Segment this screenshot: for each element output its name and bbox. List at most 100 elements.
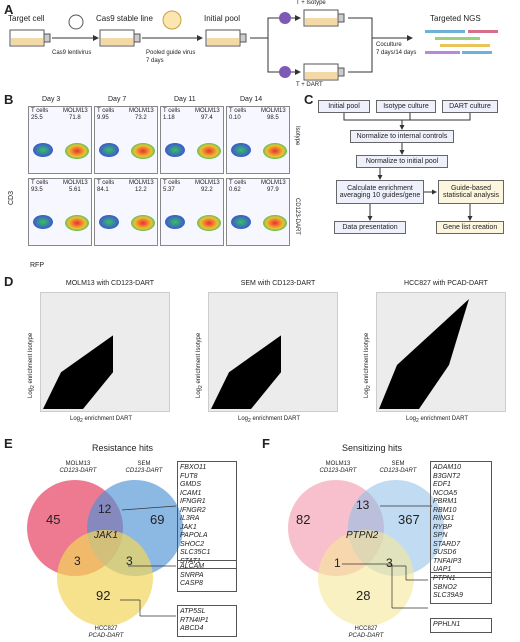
scatter-xlabel: Log2 enrichment DART (70, 416, 132, 424)
tcell-gate-label: T cells (163, 180, 181, 186)
day-header: Day 14 (240, 96, 263, 103)
tcell-gate-label: T cells (229, 180, 247, 186)
tumor-population (65, 215, 89, 231)
panel-c-label: C (304, 92, 314, 107)
calc-enrichment-box: Calculate enrichment averaging 10 guides… (336, 180, 424, 204)
facs-plot: T cells 93.5 MOLM13 5.61 (28, 178, 92, 246)
tumor-gate-value: 71.8 (69, 115, 81, 121)
xlabel-rest: enrichment DART (250, 416, 301, 422)
tumor-gate-value: 73.2 (135, 115, 147, 121)
gene-name: SPN (433, 532, 448, 539)
tcell-population (33, 215, 53, 229)
e-13: 3 (74, 554, 81, 568)
ylabel-part: Log (196, 387, 202, 398)
gene-name: SHOC2 (180, 540, 205, 548)
scatter-row: MOLM13 with CD123-DART Log2 enrichment Is… (0, 278, 520, 428)
tumor-gate-label: MOLM13 (129, 180, 154, 186)
row-label: Isotype (294, 126, 300, 146)
gene-name: PPHLN1 (433, 621, 461, 628)
t-iso-label: T + Isotype (296, 0, 326, 6)
e-genes-23-box: ALCAM SNRPA CASP8 (177, 560, 237, 592)
tcell-icon (279, 66, 291, 78)
stable-label: Cas9 stable line (96, 14, 153, 23)
ylabel-rest: enrichment Isotype (364, 332, 370, 386)
tumor-population (263, 215, 287, 231)
gene-name: ABCD4 (180, 625, 204, 632)
gene-name: IFNGR2 (180, 506, 206, 514)
e-set3-sub: PCAD-DART (88, 633, 124, 639)
gene-name: SNRPA (180, 571, 204, 579)
initial-pool-box: Initial pool (318, 100, 370, 113)
facs-grid: Day 3 Day 7 Day 11 Day 14 T cells 25.5 MOLM13 7… (28, 96, 300, 266)
tumor-gate-label: MOLM13 (195, 108, 220, 114)
e-all: JAK1 (94, 530, 118, 541)
tumor-gate-label: MOLM13 (261, 180, 286, 186)
gene-name: IL3RA (180, 515, 200, 522)
row-label: CD123-DART (294, 198, 300, 235)
f-23: 3 (386, 556, 393, 570)
f-13: 1 (334, 556, 341, 570)
gene-name: FUT8 (180, 472, 198, 480)
gene-name: GMDS (180, 481, 201, 488)
tumor-gate-value: 12.2 (135, 187, 147, 193)
panel-b-label: B (4, 92, 14, 107)
gene-name: RBM10 (433, 506, 457, 514)
f-all: PTPN2 (346, 530, 379, 541)
tumor-gate-value: 92.2 (201, 187, 213, 193)
gene-list-box: Gene list creation (436, 221, 504, 234)
coculture-label: Coculture (376, 42, 402, 48)
tcell-gate-label: T cells (163, 108, 181, 114)
day-header: Day 3 (42, 96, 61, 103)
scatter-plot (376, 292, 506, 412)
tumor-gate-value: 5.61 (69, 187, 81, 193)
day-header: Day 11 (174, 96, 196, 103)
scatter-ylabel: Log2 enrichment Isotype (28, 333, 36, 398)
panel-f-label: F (262, 436, 270, 451)
ylabel-part: Log (364, 387, 370, 398)
gene-name: JAK1 (180, 523, 197, 531)
scatter-ylabel: Log2 enrichment Isotype (364, 333, 372, 398)
scatter-points (379, 299, 469, 409)
panel-a-label: A (4, 2, 14, 17)
e-only2: 69 (150, 512, 165, 527)
isotype-culture-box: Isotype culture (376, 100, 436, 113)
xlabel-part: Log (70, 416, 81, 422)
gene-name: PTPN1 (433, 575, 456, 582)
tumor-population (131, 215, 155, 231)
gene-name: SBNO2 (433, 583, 457, 591)
e-set3-name: HCC827 (94, 626, 118, 632)
e-set1-name: MOLM13 (65, 461, 91, 467)
scatter-xlabel: Log2 enrichment DART (238, 416, 300, 424)
rfp-axis-label: RFP (30, 262, 44, 269)
xlabel-rest: enrichment DART (82, 416, 133, 422)
facs-plot: T cells 84.1 MOLM13 12.2 (94, 178, 158, 246)
e-12: 12 (98, 502, 112, 516)
facs-plot: T cells 9.95 MOLM13 73.2 (94, 106, 158, 174)
facs-plot: T cells 25.5 MOLM13 71.8 (28, 106, 92, 174)
guide-line1: Guide-based (450, 185, 492, 192)
calc-line2: averaging 10 guides/gene (339, 192, 421, 199)
tumor-population (65, 143, 89, 159)
tcell-population (33, 143, 53, 157)
f-only2: 367 (398, 512, 420, 527)
facs-plot: T cells 0.10 MOLM13 98.5 (226, 106, 290, 174)
panel-d-label: D (4, 274, 14, 289)
tumor-gate-value: 98.5 (267, 115, 279, 121)
gene-name: PAPOLA (180, 532, 208, 539)
gene-name: ICAM1 (180, 489, 202, 497)
tcell-gate-value: 0.10 (229, 115, 241, 121)
cd3-axis-label: CD3 (8, 190, 15, 205)
gene-name: STAT1 (180, 557, 201, 565)
xlabel-part: Log (238, 416, 249, 422)
sensitizing-title: Sensitizing hits (342, 443, 403, 453)
tumor-gate-label: MOLM13 (195, 180, 220, 186)
f-set3-name: HCC827 (354, 626, 378, 632)
xlabel-sub: 2 (248, 418, 251, 425)
calc-line1: Calculate enrichment (347, 185, 413, 192)
guide-stat-box: Guide-based statistical analysis (438, 180, 504, 204)
gene-name: TNFAIP3 (433, 557, 462, 565)
target-flask (9, 29, 51, 47)
scatter-title: MOLM13 with CD123-DART (65, 280, 155, 287)
guide-line2: statistical analysis (442, 192, 500, 199)
f-genes-12-box: ADAM10 B3GNT2 EDF1 NCOA5 PBRM1 RBM10 RING1 RYBP… (430, 461, 492, 578)
